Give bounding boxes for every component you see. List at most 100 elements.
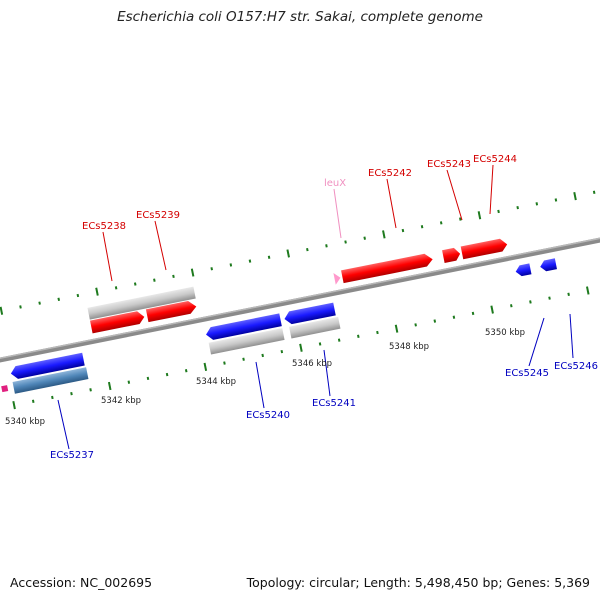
- trna-leuX-arrow[interactable]: [333, 272, 341, 285]
- genome-summary-text: Topology: circular; Length: 5,498,450 bp…: [246, 575, 590, 590]
- label-ECs5241[interactable]: ECs5241: [312, 398, 356, 409]
- minor-tick: [76, 293, 80, 298]
- minor-tick: [89, 388, 92, 392]
- feature-bar-steel: [12, 367, 89, 394]
- minor-tick: [248, 259, 252, 263]
- minor-tick: [567, 292, 570, 296]
- minor-tick: [325, 244, 328, 248]
- minor-tick: [223, 361, 226, 365]
- minor-tick: [127, 380, 131, 384]
- minor-tick: [401, 228, 405, 233]
- minor-tick: [337, 338, 341, 342]
- major-tick: [12, 400, 16, 410]
- label-ECs5239[interactable]: ECs5239: [136, 210, 180, 221]
- major-tick: [573, 192, 577, 201]
- gene-ECs5241-arrow[interactable]: [283, 302, 336, 326]
- accession-text: Accession: NC_002695: [10, 575, 153, 590]
- major-tick: [203, 362, 208, 372]
- kbp-label-5342: 5342 kbp: [101, 396, 141, 406]
- minor-tick: [210, 267, 213, 271]
- major-tick: [299, 343, 303, 352]
- kbp-label-5340: 5340 kbp: [5, 417, 45, 427]
- minor-tick: [529, 300, 532, 304]
- gene-ECs5245-arrow[interactable]: [515, 263, 532, 277]
- minor-tick: [153, 278, 156, 282]
- major-tick: [477, 211, 482, 220]
- feature-bar-gray: [87, 286, 196, 320]
- minor-tick: [420, 225, 424, 229]
- left-edge-marker: [1, 385, 9, 393]
- minor-tick: [344, 240, 347, 244]
- label-ECs5242[interactable]: ECs5242: [368, 168, 412, 179]
- minor-tick: [497, 209, 500, 214]
- minor-tick: [516, 205, 519, 210]
- minor-tick: [165, 372, 169, 377]
- kbp-label-5346: 5346 kbp: [292, 359, 332, 369]
- major-tick: [490, 305, 494, 314]
- minor-tick: [318, 342, 322, 346]
- minor-tick: [535, 202, 539, 206]
- minor-tick: [146, 376, 150, 381]
- minor-tick: [172, 274, 175, 279]
- gene-ECs5240-arrow[interactable]: [205, 313, 282, 341]
- kbp-label-5350: 5350 kbp: [485, 328, 525, 338]
- minor-tick: [510, 304, 513, 308]
- minor-tick: [548, 296, 551, 300]
- minor-tick: [592, 190, 596, 194]
- minor-tick: [57, 297, 61, 301]
- label-ECs5245[interactable]: ECs5245: [505, 368, 549, 379]
- minor-tick: [184, 369, 188, 373]
- minor-tick: [38, 301, 41, 305]
- minor-tick: [414, 323, 417, 327]
- label-ECs5246[interactable]: ECs5246: [554, 361, 598, 372]
- genome-title: Escherichia coli O157:H7 str. Sakai, com…: [117, 9, 483, 25]
- kbp-label-5348: 5348 kbp: [389, 342, 429, 352]
- minor-tick: [554, 198, 558, 202]
- minor-tick: [357, 334, 360, 338]
- minor-tick: [471, 311, 475, 316]
- label-ECs5238[interactable]: ECs5238: [82, 221, 126, 232]
- minor-tick: [306, 247, 309, 252]
- gene-ECs5238-arrow[interactable]: [90, 310, 146, 334]
- gene-ECs5237-arrow[interactable]: [10, 352, 85, 380]
- minor-tick: [114, 286, 118, 290]
- major-tick: [382, 230, 386, 239]
- major-tick: [95, 287, 99, 296]
- major-tick: [586, 286, 590, 295]
- minor-tick: [363, 236, 366, 240]
- label-ECs5237[interactable]: ECs5237: [50, 450, 94, 461]
- major-tick: [107, 381, 112, 391]
- label-ECs5244[interactable]: ECs5244: [473, 154, 517, 165]
- minor-tick: [433, 319, 437, 323]
- lower-tick-track: [12, 286, 590, 410]
- minor-tick: [229, 263, 233, 267]
- backbone-frame: [0, 190, 600, 410]
- minor-tick: [261, 353, 264, 358]
- kbp-label-5344: 5344 kbp: [196, 377, 236, 387]
- gene-ECs5242-arrow[interactable]: [341, 252, 434, 284]
- feature-bar-gray-3: [289, 316, 341, 339]
- label-ECs5240[interactable]: ECs5240: [246, 410, 290, 421]
- major-tick: [190, 268, 195, 277]
- gene-labels: ECs5238 ECs5239 leuX ECs5242 ECs5243 ECs…: [5, 154, 598, 461]
- label-leuX[interactable]: leuX: [324, 178, 346, 189]
- gene-ECs5243-arrow[interactable]: [442, 247, 461, 263]
- minor-tick: [31, 399, 35, 403]
- minor-tick: [459, 217, 462, 221]
- label-ECs5243[interactable]: ECs5243: [427, 159, 471, 170]
- feature-bar-gray-2: [208, 328, 285, 355]
- minor-tick: [439, 221, 443, 225]
- gene-ECs5239-arrow[interactable]: [145, 300, 198, 323]
- minor-tick: [133, 282, 137, 286]
- upper-tick-track: [0, 190, 596, 315]
- minor-tick: [376, 330, 379, 335]
- minor-tick: [70, 391, 73, 396]
- minor-tick: [280, 349, 284, 354]
- major-tick: [286, 249, 290, 258]
- minor-tick: [267, 255, 271, 259]
- minor-tick: [51, 395, 54, 400]
- minor-tick: [452, 315, 456, 319]
- gene-ECs5246-arrow[interactable]: [539, 258, 557, 272]
- gene-ECs5244-arrow[interactable]: [460, 238, 509, 260]
